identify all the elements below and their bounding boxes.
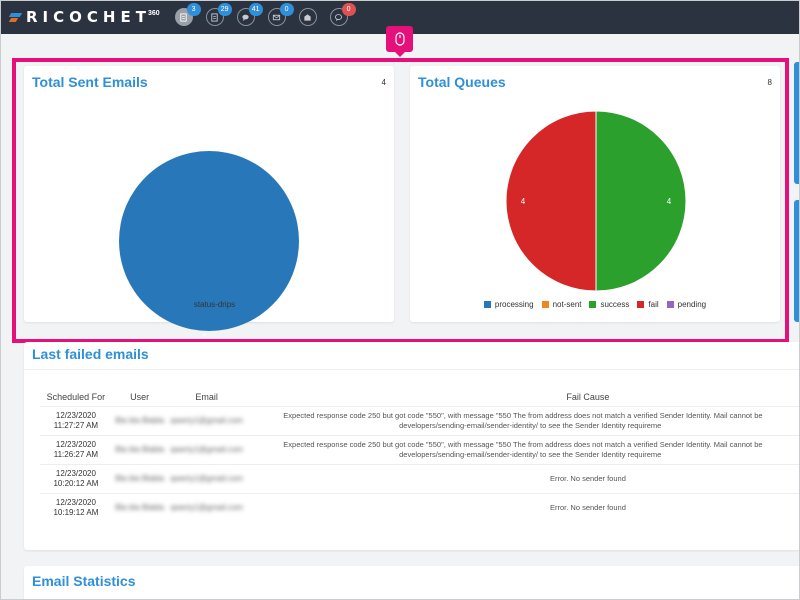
pie-slice-label: 4	[667, 197, 672, 206]
cell-scheduled-for: 12/23/2020 11:26:27 AM	[40, 434, 112, 464]
right-edge-tab[interactable]	[794, 200, 800, 322]
cell-fail-cause: Error. No sender found	[245, 463, 800, 493]
legend-item-processing[interactable]: processing	[483, 300, 534, 309]
cell-user: Bla bla Blabla	[111, 405, 168, 435]
cell-scheduled-for: 12/23/2020 11:27:27 AM	[40, 405, 112, 435]
cell-scheduled-for: 12/23/2020 10:19:12 AM	[40, 492, 112, 522]
legend-swatch	[666, 301, 674, 308]
legend-item-not-sent[interactable]: not-sent	[541, 300, 582, 309]
cell-email: qwerty1@gmail.com	[167, 492, 246, 522]
table-row[interactable]: 12/23/2020 11:27:27 AM Bla bla Blabla qwe…	[40, 405, 800, 435]
cell-email: qwerty1@gmail.com	[167, 434, 246, 464]
email-statistics-card	[24, 566, 800, 600]
pie-slice-success[interactable]	[595, 110, 687, 292]
legend-item-pending[interactable]: pending	[666, 300, 707, 309]
logo-icon	[10, 11, 22, 23]
right-edge-tab[interactable]	[794, 62, 800, 184]
card-title: Total Queues	[418, 74, 506, 90]
nav-inbox-button[interactable]	[298, 8, 317, 26]
logo-sup: 360	[147, 9, 160, 17]
pie-slice-fail[interactable]	[505, 110, 597, 292]
legend-swatch	[182, 301, 190, 308]
cell-fail-cause: Expected response code 250 but got code …	[245, 405, 800, 435]
col-scheduled-for: Scheduled For	[46, 391, 106, 402]
sent-emails-legend: status-drips	[24, 300, 394, 309]
total-sent-emails-card: Total Sent Emails 4 4 status-drips	[24, 66, 394, 336]
table-row[interactable]: 12/23/2020 10:19:12 AM Bla bla Blabla qwe…	[40, 492, 800, 522]
nav-chat-button[interactable]: 41	[236, 3, 263, 26]
legend-swatch	[637, 301, 645, 308]
ricochet-logo[interactable]: RICOCHET 360	[10, 0, 160, 34]
legend-item-status-drips[interactable]: status-drips	[182, 300, 236, 309]
legend-item-success[interactable]: success	[589, 300, 629, 309]
nav-message-badge: 0	[341, 3, 356, 16]
legend-label: status-drips	[193, 300, 236, 309]
cell-email: qwerty1@gmail.com	[167, 463, 246, 493]
table-row[interactable]: 12/23/2020 11:26:27 AM Bla bla Blabla qwe…	[40, 434, 800, 464]
mouse-icon	[394, 32, 405, 46]
pie-slice-label: 4	[202, 333, 207, 336]
nav-mail-button[interactable]: 0	[267, 3, 294, 26]
nav-documents-badge: 3	[186, 3, 201, 16]
email-statistics-title: Email Statistics	[32, 573, 136, 589]
pie-slice-status-drips[interactable]	[119, 151, 299, 331]
cell-email: qwerty1@gmail.com	[167, 405, 246, 435]
nav-documents-button[interactable]: 3	[174, 3, 201, 26]
message-icon	[335, 13, 343, 21]
legend-label: pending	[677, 300, 707, 309]
col-user: User	[130, 391, 150, 402]
table-header-row: Scheduled For User Email Fail Cause	[40, 388, 800, 406]
chat-icon	[242, 14, 249, 21]
legend-item-fail[interactable]: fail	[637, 300, 659, 309]
cell-user: Bla bla Blabla	[111, 492, 168, 522]
nav-mail-badge: 0	[279, 3, 294, 16]
legend-swatch	[483, 301, 491, 308]
legend-label: fail	[648, 300, 659, 309]
table-row[interactable]: 12/23/2020 10:20:12 AM Bla bla Blabla qwe…	[40, 463, 800, 493]
queues-legend: processing not-sent success fail pending	[410, 300, 780, 309]
cell-scheduled-for: 12/23/2020 10:20:12 AM	[40, 463, 112, 493]
last-failed-emails-title: Last failed emails	[32, 346, 149, 362]
card-title: Total Sent Emails	[32, 74, 148, 90]
failed-emails-table: Scheduled For User Email Fail Cause 12/2…	[40, 388, 800, 522]
legend-label: not-sent	[552, 300, 582, 309]
inbox-icon	[304, 13, 311, 21]
legend-swatch	[541, 301, 549, 308]
list-icon	[211, 12, 218, 22]
cell-fail-cause: Error. No sender found	[245, 492, 800, 522]
nav-list-button[interactable]: 29	[205, 3, 232, 26]
cell-fail-cause: Expected response code 250 but got code …	[245, 434, 800, 464]
card-count: 8	[767, 78, 772, 87]
mouse-click-indicator	[386, 26, 413, 57]
pie-slice-label: 4	[521, 197, 526, 206]
divider	[24, 369, 800, 370]
legend-label: success	[600, 300, 630, 309]
mail-icon	[273, 14, 281, 20]
legend-swatch	[589, 301, 597, 308]
document-icon	[180, 12, 187, 22]
nav-icon-bar: 3 29 41 0 0	[174, 3, 361, 26]
card-count: 4	[381, 78, 386, 87]
cell-user: Bla bla Blabla	[111, 434, 168, 464]
logo-text: RICOCHET	[26, 8, 151, 26]
col-email: Email	[195, 391, 218, 402]
nav-list-badge: 29	[217, 3, 232, 16]
col-fail-cause: Fail Cause	[566, 391, 610, 402]
legend-label: processing	[494, 300, 534, 309]
sent-emails-pie-chart: 4	[119, 151, 299, 336]
nav-message-button[interactable]: 0	[329, 3, 356, 26]
nav-chat-badge: 41	[248, 3, 263, 16]
cell-user: Bla bla Blabla	[111, 463, 168, 493]
